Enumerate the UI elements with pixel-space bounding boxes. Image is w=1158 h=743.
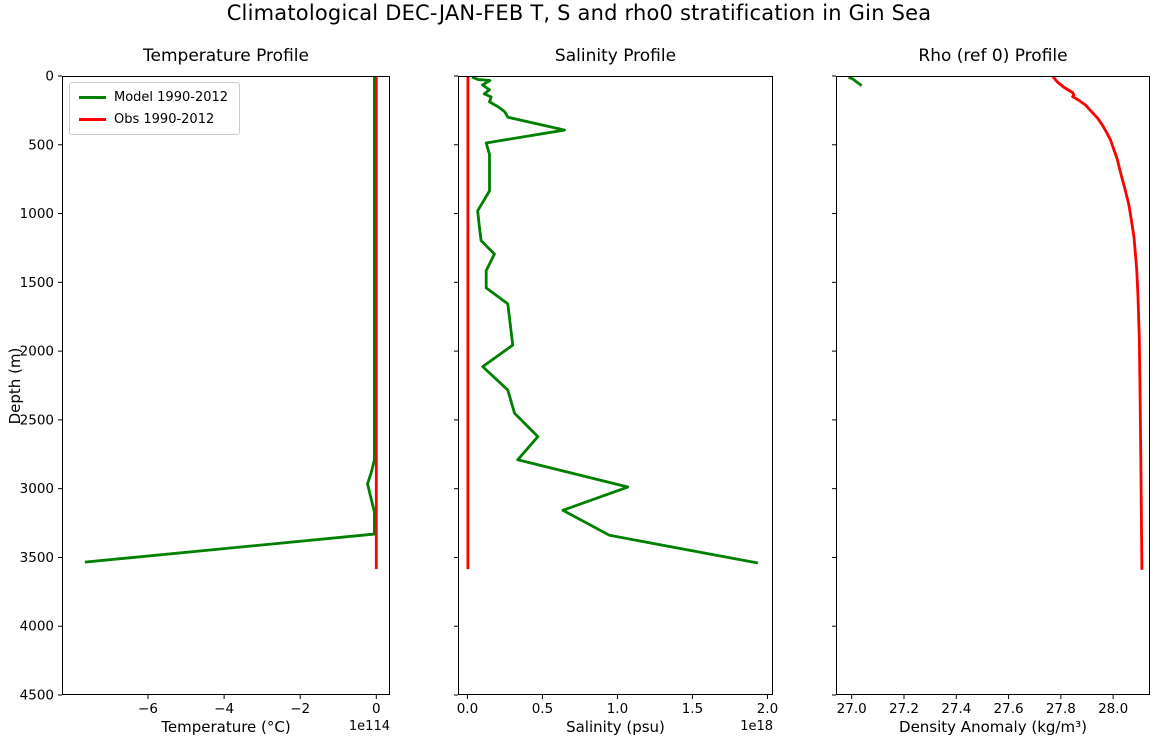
model-line [847, 75, 863, 87]
obs-line-swatch [79, 118, 106, 121]
salinity-spines [458, 76, 773, 695]
rho-xtick-label: 27.8 [1046, 701, 1076, 717]
density-axis-label: Density Anomaly (kg/m³) [899, 718, 1087, 736]
legend-label-model: Model 1990-2012 [114, 90, 229, 105]
salinity-xtick-label: 1.0 [607, 701, 628, 717]
temperature-spines [62, 76, 390, 695]
temperature-xtick-label: −6 [138, 701, 158, 717]
model-line-swatch [79, 96, 106, 99]
legend: Model 1990-2012 Obs 1990-2012 [69, 82, 241, 135]
rho-xtick-label: 27.0 [837, 701, 867, 717]
depth-ytick-label: 3500 [20, 550, 54, 566]
depth-ytick-label: 500 [28, 137, 54, 153]
depth-ytick-label: 1000 [20, 206, 54, 222]
legend-item-model: Model 1990-2012 [79, 90, 228, 105]
salinity-plot: 0.0 0.5 1.0 1.5 2.0 [454, 75, 778, 717]
obs-line [1051, 75, 1144, 570]
salinity-offset-text: 1e18 [740, 719, 773, 734]
rho-title: Rho (ref 0) Profile [918, 46, 1068, 66]
depth-axis-label: Depth (m) [6, 347, 24, 424]
salinity-xtick-label: 0.5 [532, 701, 553, 717]
rho-xtick-label: 27.2 [889, 701, 919, 717]
legend-label-obs: Obs 1990-2012 [114, 112, 215, 127]
rho-plot: 27.0 27.2 27.4 27.6 27.8 28.0 [832, 75, 1150, 717]
temperature-title: Temperature Profile [143, 46, 309, 66]
salinity-axes: Salinity Profile Salinity (psu) 1e18 0.0… [454, 46, 778, 736]
rho-xtick-label: 28.0 [1098, 701, 1128, 717]
depth-ytick-label: 2500 [20, 412, 54, 428]
depth-ytick-label: 1500 [20, 275, 54, 291]
rho-axes: Rho (ref 0) Profile Density Anomaly (kg/… [832, 46, 1150, 736]
figure-title: Climatological DEC-JAN-FEB T, S and rho0… [226, 1, 932, 25]
temperature-xtick-label: −2 [290, 701, 310, 717]
salinity-axis-label: Salinity (psu) [566, 718, 665, 736]
depth-ytick-label: 4500 [20, 688, 54, 704]
model-line [471, 75, 759, 565]
temperature-axis-label: Temperature (°C) [161, 718, 291, 736]
depth-ytick-label: 4000 [20, 619, 54, 635]
salinity-xtick-label: 2.0 [757, 701, 778, 717]
temperature-xtick-label: 0 [372, 701, 381, 717]
rho-xtick-label: 27.6 [994, 701, 1024, 717]
temperature-axes: Temperature Profile Depth (m) Temperatur… [6, 46, 390, 736]
temperature-xtick-label: −4 [214, 701, 234, 717]
temperature-plot: −6 −4 −2 0 0 500 1000 1500 2000 2500 3000 3500 4000 4… [20, 69, 390, 717]
depth-ytick-label: 0 [45, 69, 54, 85]
legend-item-obs: Obs 1990-2012 [79, 112, 228, 127]
salinity-title: Salinity Profile [554, 46, 677, 66]
depth-ytick-label: 3000 [20, 481, 54, 497]
salinity-xtick-label: 0.0 [457, 701, 478, 717]
temperature-offset-text: 1e114 [348, 719, 390, 734]
salinity-xtick-label: 1.5 [682, 701, 703, 717]
rho-xtick-label: 27.4 [941, 701, 971, 717]
rho-spines [836, 76, 1150, 695]
depth-ytick-label: 2000 [20, 344, 54, 360]
model-line [84, 76, 376, 564]
